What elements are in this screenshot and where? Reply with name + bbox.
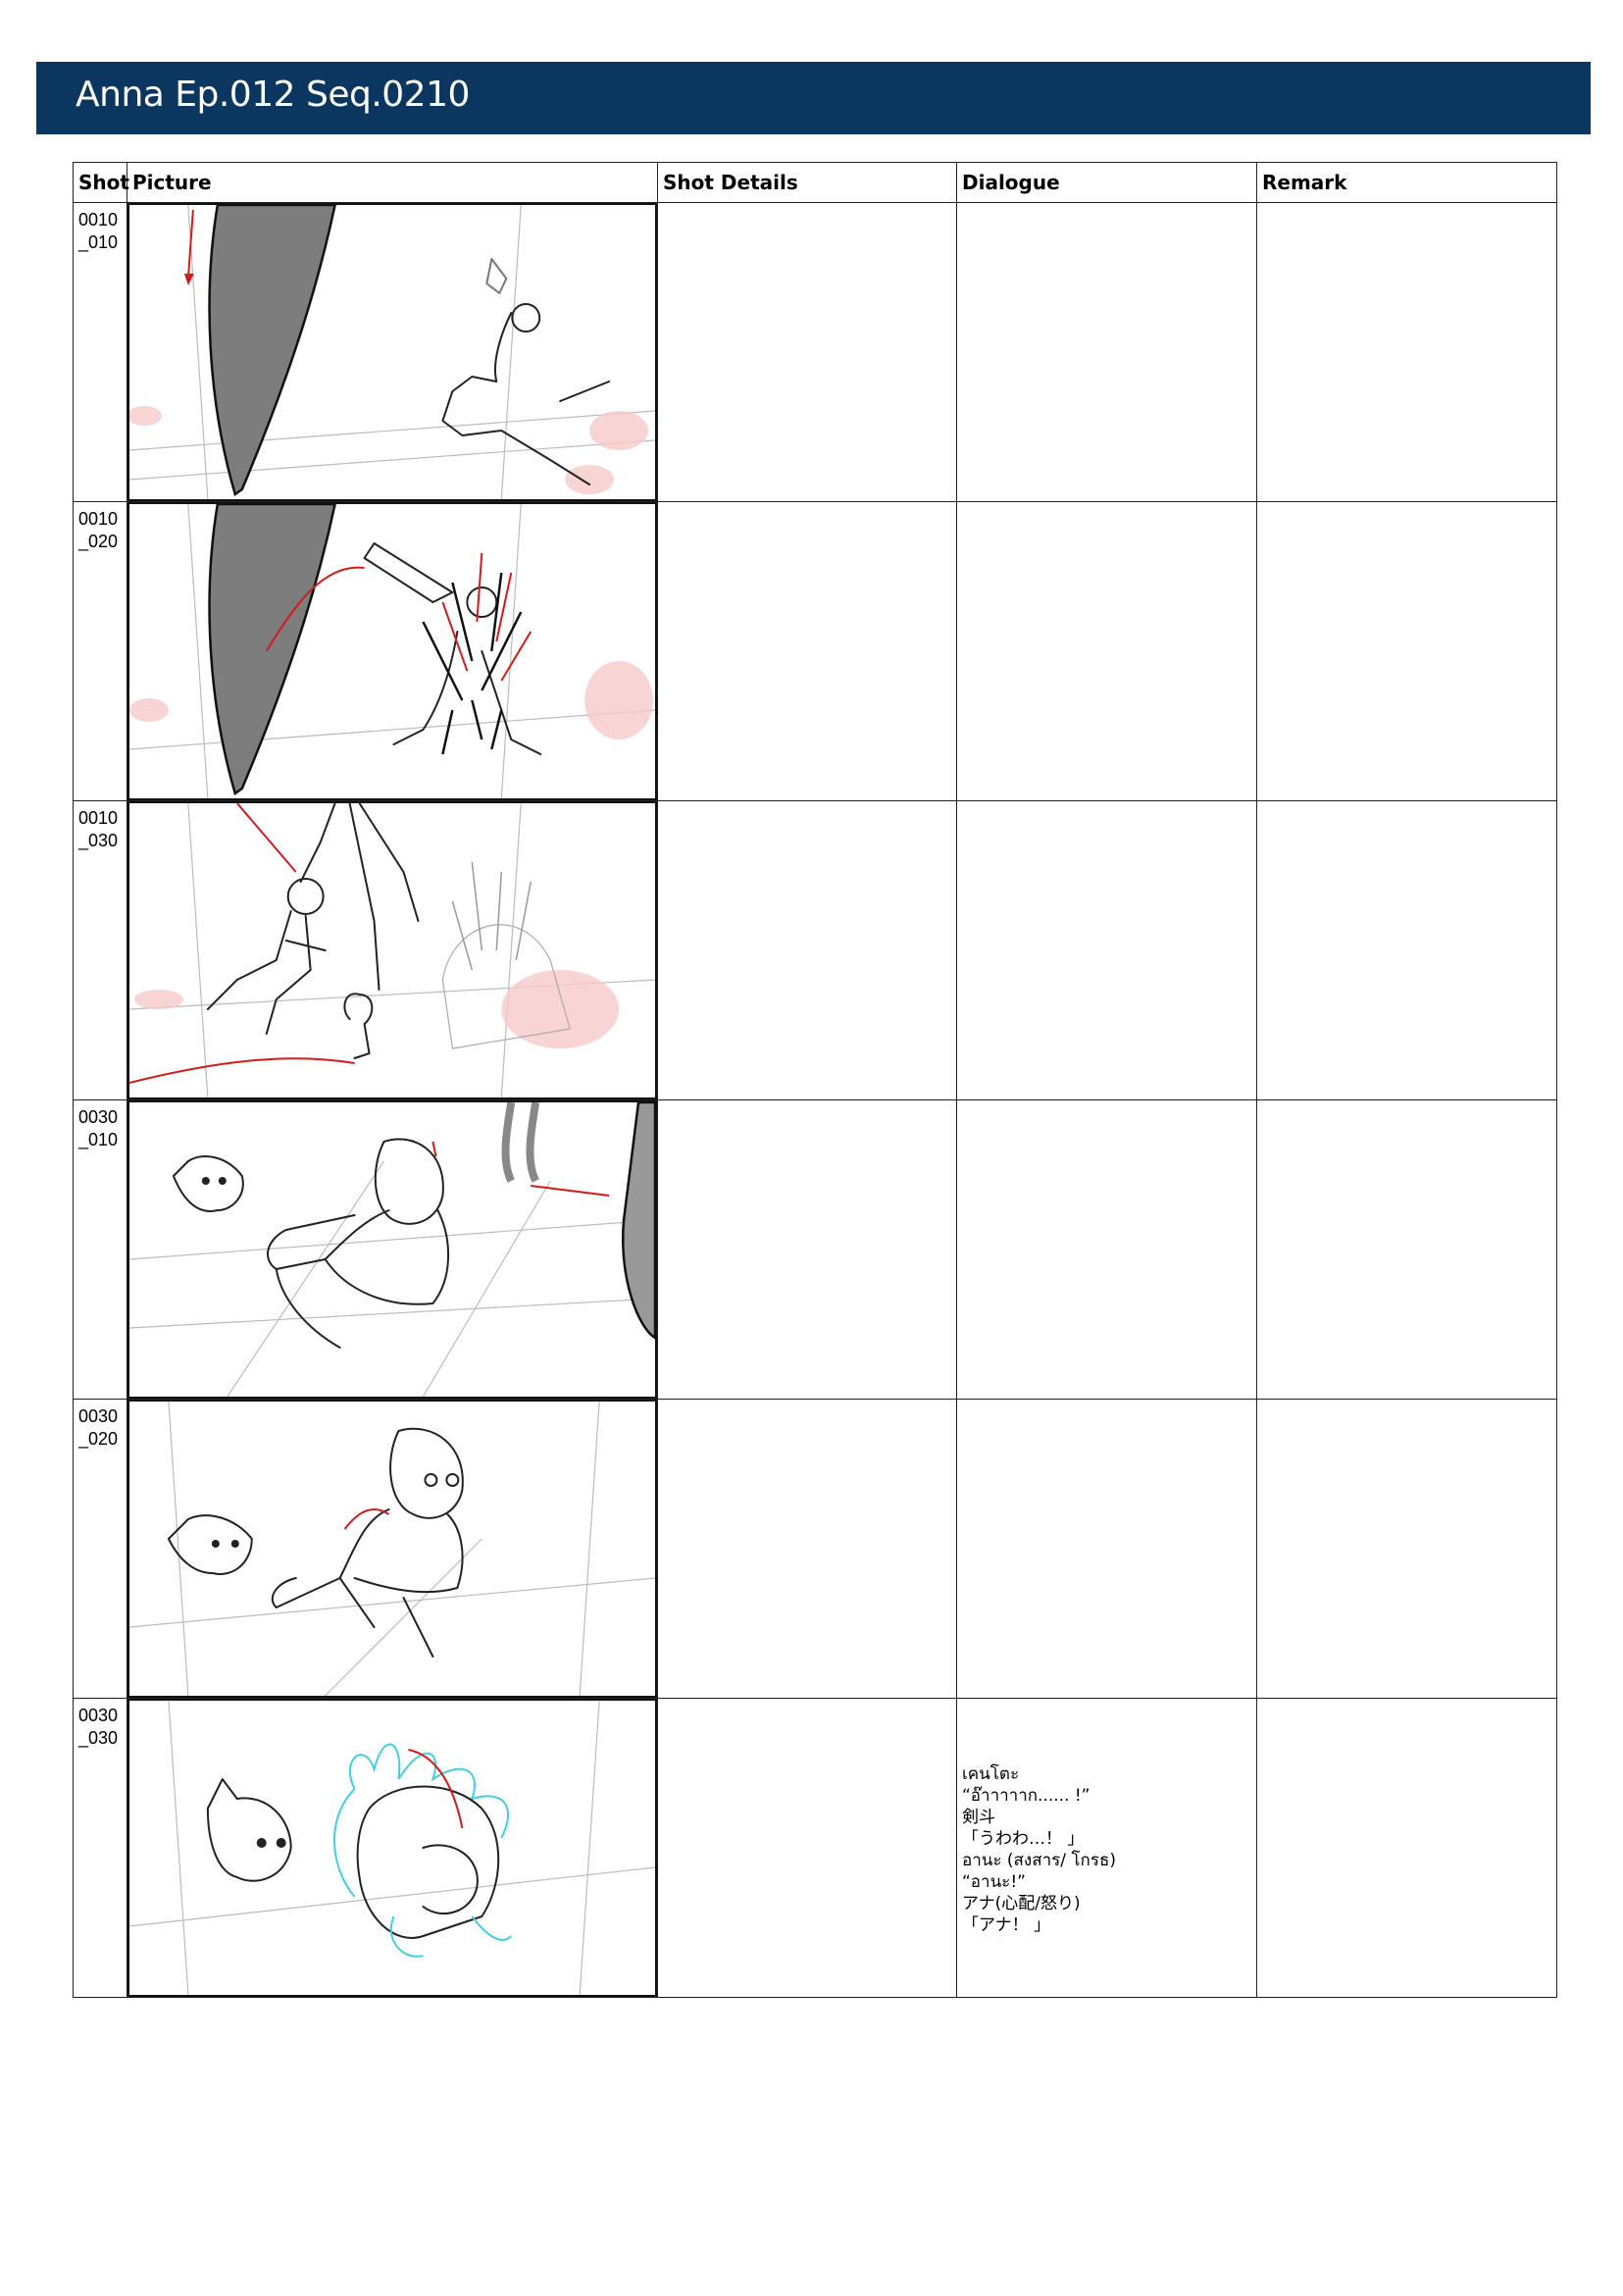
table-row: 0010 _010 (73, 202, 1557, 502)
shot-details (657, 1399, 957, 1699)
shot-id: 0030 _030 (78, 1706, 119, 1748)
column-header-shot-details: Shot Details (657, 162, 957, 203)
dialogue-line: 「アナ！ 」 (962, 1915, 1051, 1935)
storyboard-panel-image (127, 1400, 657, 1698)
column-header-picture: Picture (127, 162, 658, 203)
dialogue-line: アナ(心配/怒り) (962, 1894, 1081, 1913)
shot-details (657, 501, 957, 801)
storyboard-panel-image (127, 801, 657, 1099)
column-header-remark: Remark (1256, 162, 1557, 203)
shot-id: 0010 _020 (78, 509, 119, 551)
storyboard-panel-image (127, 1699, 657, 1997)
storyboard-panel-image (127, 1100, 657, 1399)
remark (1256, 1698, 1557, 1998)
dialogue-text: เคนโตะ “อ๊าาาาาก...... !” 剣斗 「うわわ…！ 」 อา… (957, 1699, 1256, 1936)
table-row: 0030 _030 เคนโตะ “อ๊าาาาาก...... !” (73, 1698, 1557, 1998)
dialogue-line: “อ๊าาาาาก...... !” (962, 1786, 1090, 1806)
shot-details (657, 800, 957, 1100)
dialogue-cell (956, 501, 1257, 801)
dialogue-cell (956, 202, 1257, 502)
remark (1256, 800, 1557, 1100)
remark (1256, 1399, 1557, 1699)
dialogue-line: 剣斗 (962, 1808, 995, 1827)
column-header-dialogue: Dialogue (956, 162, 1257, 203)
storyboard-table: Shot Picture Shot Details Dialogue Remar… (73, 162, 1557, 1998)
remark (1256, 501, 1557, 801)
shot-id: 0030 _020 (78, 1406, 119, 1449)
dialogue-cell (956, 800, 1257, 1100)
page-header: Anna Ep.012 Seq.0210 (36, 62, 1591, 134)
storyboard-panel-image (127, 203, 657, 501)
dialogue-line: “อานะ!” (962, 1872, 1026, 1892)
table-header-row: Shot Picture Shot Details Dialogue Remar… (73, 162, 1557, 203)
remark (1256, 202, 1557, 502)
table-row: 0030 _020 (73, 1399, 1557, 1699)
table-row: 0010 _030 (73, 800, 1557, 1100)
table-row: 0030 _010 (73, 1099, 1557, 1400)
dialogue-line: 「うわわ…！ 」 (962, 1829, 1085, 1849)
shot-id: 0010 _030 (78, 808, 119, 850)
storyboard-panel-image (127, 502, 657, 800)
dialogue-line: เคนโตะ (962, 1764, 1020, 1784)
shot-details (657, 202, 957, 502)
remark (1256, 1099, 1557, 1400)
dialogue-line: อานะ (สงสาร/ โกรธ) (962, 1851, 1116, 1870)
shot-id: 0030 _010 (78, 1107, 119, 1149)
shot-details (657, 1099, 957, 1400)
table-row: 0010 _020 (73, 501, 1557, 801)
page-title: Anna Ep.012 Seq.0210 (76, 75, 470, 115)
dialogue-cell: เคนโตะ “อ๊าาาาาก...... !” 剣斗 「うわわ…！ 」 อา… (956, 1698, 1257, 1998)
column-header-shot: Shot (73, 162, 129, 203)
shot-details (657, 1698, 957, 1998)
shot-id: 0010 _010 (78, 210, 119, 252)
dialogue-cell (956, 1399, 1257, 1699)
dialogue-cell (956, 1099, 1257, 1400)
